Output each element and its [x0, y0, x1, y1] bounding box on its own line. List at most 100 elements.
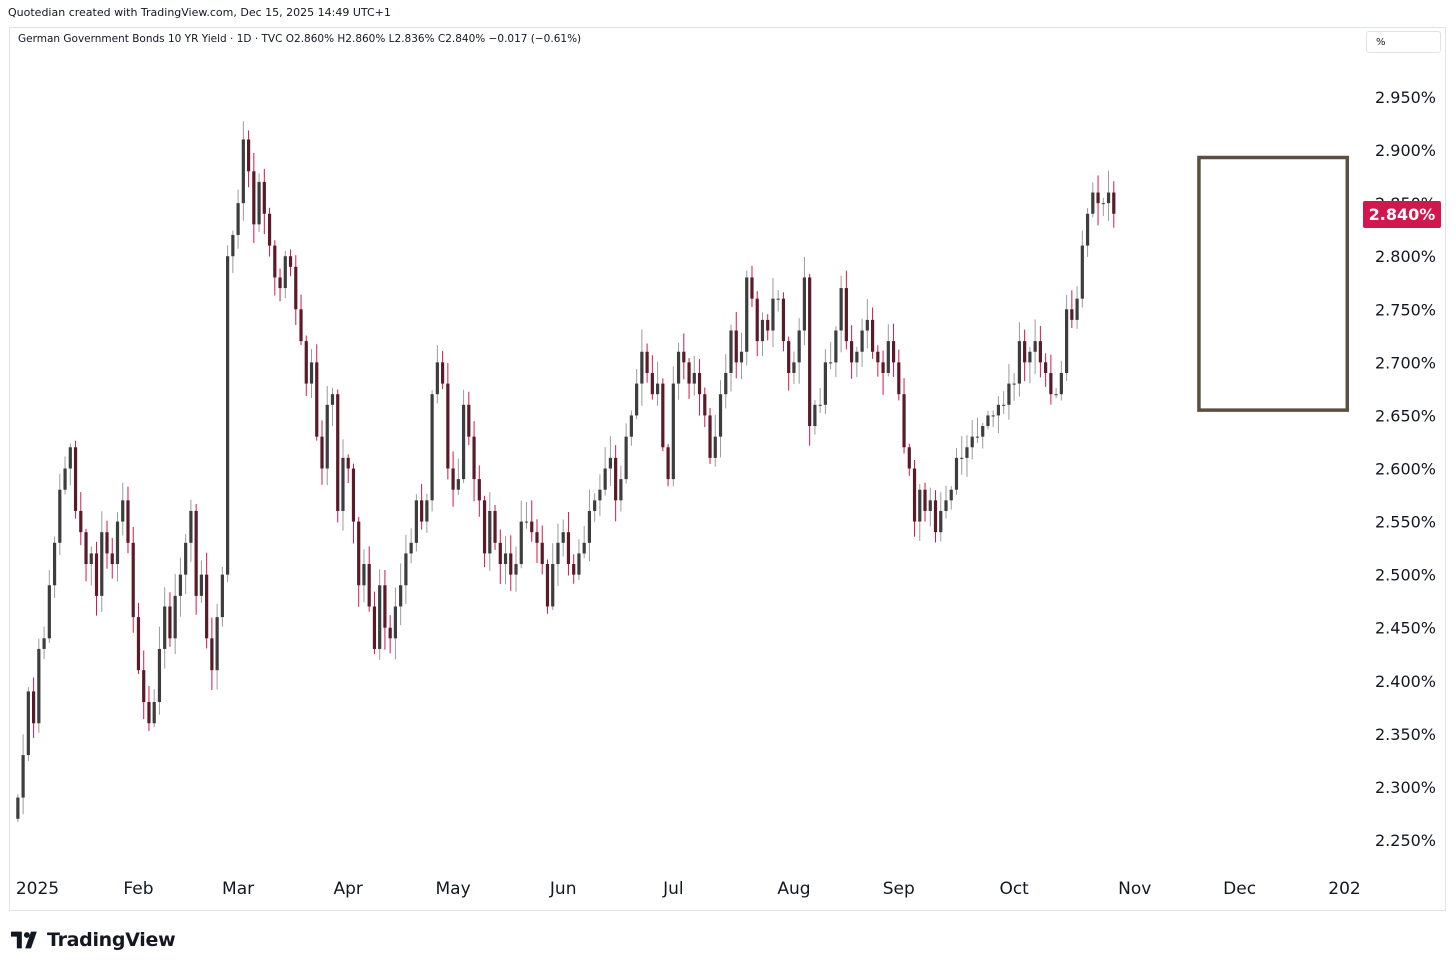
- candle[interactable]: [1106, 170, 1111, 221]
- candle[interactable]: [703, 387, 707, 428]
- candle[interactable]: [1064, 294, 1069, 381]
- candle[interactable]: [818, 388, 822, 414]
- candle[interactable]: [409, 528, 413, 564]
- candle[interactable]: [713, 414, 717, 467]
- candle[interactable]: [687, 357, 691, 399]
- candle[interactable]: [823, 349, 827, 415]
- candle[interactable]: [94, 541, 99, 616]
- candle[interactable]: [697, 358, 702, 416]
- candle[interactable]: [640, 329, 644, 406]
- candle[interactable]: [383, 569, 387, 650]
- candle[interactable]: [1112, 181, 1116, 228]
- candle[interactable]: [482, 495, 487, 568]
- candle[interactable]: [262, 168, 266, 235]
- candle[interactable]: [928, 487, 932, 527]
- candle[interactable]: [1049, 354, 1053, 405]
- candle[interactable]: [724, 354, 728, 409]
- candle[interactable]: [420, 483, 424, 530]
- candle[interactable]: [435, 345, 439, 404]
- candle[interactable]: [865, 299, 869, 349]
- candle[interactable]: [152, 689, 156, 728]
- candle[interactable]: [603, 447, 607, 496]
- candle[interactable]: [257, 173, 261, 233]
- candle[interactable]: [63, 456, 67, 495]
- candle[interactable]: [991, 410, 995, 428]
- candle[interactable]: [267, 207, 272, 257]
- candle[interactable]: [970, 420, 974, 460]
- candle[interactable]: [1002, 391, 1006, 414]
- candle[interactable]: [734, 311, 738, 379]
- candle[interactable]: [944, 485, 948, 519]
- candle[interactable]: [189, 499, 193, 562]
- candle[interactable]: [84, 528, 88, 582]
- candle[interactable]: [451, 451, 455, 507]
- candle[interactable]: [566, 511, 571, 576]
- candle[interactable]: [1038, 325, 1042, 378]
- candle[interactable]: [1023, 329, 1027, 382]
- candle[interactable]: [933, 490, 938, 543]
- candle[interactable]: [309, 349, 314, 399]
- candle[interactable]: [797, 318, 801, 384]
- candle[interactable]: [1007, 363, 1011, 420]
- candle[interactable]: [136, 602, 141, 674]
- candle[interactable]: [278, 268, 282, 302]
- candle[interactable]: [215, 603, 219, 690]
- candle[interactable]: [304, 335, 308, 396]
- candle[interactable]: [231, 230, 235, 274]
- candle[interactable]: [184, 534, 188, 595]
- candle[interactable]: [157, 626, 162, 715]
- candle[interactable]: [461, 389, 466, 483]
- candle[interactable]: [750, 265, 754, 307]
- candle[interactable]: [498, 529, 502, 584]
- candle[interactable]: [545, 559, 550, 614]
- candle[interactable]: [425, 493, 429, 533]
- candle[interactable]: [1054, 387, 1058, 399]
- candle[interactable]: [682, 333, 686, 380]
- candle[interactable]: [105, 520, 109, 569]
- candle[interactable]: [839, 275, 843, 353]
- candle[interactable]: [834, 326, 838, 378]
- candle[interactable]: [294, 255, 298, 325]
- candle[interactable]: [855, 346, 859, 378]
- candle[interactable]: [661, 378, 665, 452]
- candle[interactable]: [1101, 197, 1105, 217]
- candle[interactable]: [624, 423, 628, 484]
- candle[interactable]: [792, 351, 796, 385]
- candle[interactable]: [577, 539, 581, 580]
- candle[interactable]: [650, 355, 654, 400]
- candle[interactable]: [1080, 230, 1084, 308]
- candle[interactable]: [729, 324, 733, 392]
- candle[interactable]: [598, 474, 602, 516]
- candle[interactable]: [844, 270, 848, 350]
- candle[interactable]: [1085, 208, 1090, 257]
- candle[interactable]: [556, 523, 560, 586]
- candle[interactable]: [666, 444, 670, 487]
- candle[interactable]: [635, 368, 639, 420]
- candle[interactable]: [655, 361, 660, 406]
- candle[interactable]: [351, 463, 356, 544]
- candle[interactable]: [1091, 182, 1095, 218]
- candle[interactable]: [509, 535, 513, 591]
- candle[interactable]: [1044, 353, 1048, 387]
- candle[interactable]: [540, 525, 544, 575]
- candle[interactable]: [273, 240, 277, 296]
- candle[interactable]: [776, 290, 780, 312]
- candle[interactable]: [530, 500, 534, 542]
- candle[interactable]: [315, 344, 319, 441]
- candle[interactable]: [252, 152, 256, 243]
- candle[interactable]: [519, 500, 523, 569]
- candle[interactable]: [949, 486, 953, 510]
- candle[interactable]: [430, 390, 434, 512]
- candle[interactable]: [89, 546, 93, 586]
- candle[interactable]: [488, 492, 492, 572]
- candle[interactable]: [367, 546, 371, 612]
- candle[interactable]: [226, 245, 230, 583]
- candle[interactable]: [923, 482, 927, 522]
- candle[interactable]: [199, 560, 203, 603]
- candle[interactable]: [142, 650, 146, 720]
- symbol-legend[interactable]: German Government Bonds 10 YR Yield · 1D…: [18, 33, 582, 45]
- candle[interactable]: [1075, 286, 1079, 329]
- candle[interactable]: [336, 389, 340, 523]
- candle[interactable]: [692, 355, 696, 396]
- candle[interactable]: [52, 536, 57, 599]
